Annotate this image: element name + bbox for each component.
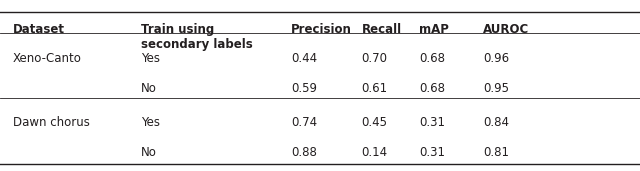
Text: 0.45: 0.45: [362, 116, 388, 129]
Text: 0.74: 0.74: [291, 116, 317, 129]
Text: 0.95: 0.95: [483, 82, 509, 95]
Text: Precision: Precision: [291, 23, 352, 36]
Text: 0.31: 0.31: [419, 116, 445, 129]
Text: No: No: [141, 146, 157, 159]
Text: 0.88: 0.88: [291, 146, 317, 159]
Text: 0.84: 0.84: [483, 116, 509, 129]
Text: 0.96: 0.96: [483, 52, 509, 65]
Text: Dataset: Dataset: [13, 23, 65, 36]
Text: mAP: mAP: [419, 23, 449, 36]
Text: 0.59: 0.59: [291, 82, 317, 95]
Text: 0.70: 0.70: [362, 52, 388, 65]
Text: Recall: Recall: [362, 23, 402, 36]
Text: Yes: Yes: [141, 116, 160, 129]
Text: Xeno-Canto: Xeno-Canto: [13, 52, 82, 65]
Text: 0.44: 0.44: [291, 52, 317, 65]
Text: AUROC: AUROC: [483, 23, 529, 36]
Text: Yes: Yes: [141, 52, 160, 65]
Text: 0.68: 0.68: [419, 82, 445, 95]
Text: 0.31: 0.31: [419, 146, 445, 159]
Text: 0.81: 0.81: [483, 146, 509, 159]
Text: 0.61: 0.61: [362, 82, 388, 95]
Text: Train using
secondary labels: Train using secondary labels: [141, 23, 253, 51]
Text: 0.14: 0.14: [362, 146, 388, 159]
Text: No: No: [141, 82, 157, 95]
Text: 0.68: 0.68: [419, 52, 445, 65]
Text: Dawn chorus: Dawn chorus: [13, 116, 90, 129]
